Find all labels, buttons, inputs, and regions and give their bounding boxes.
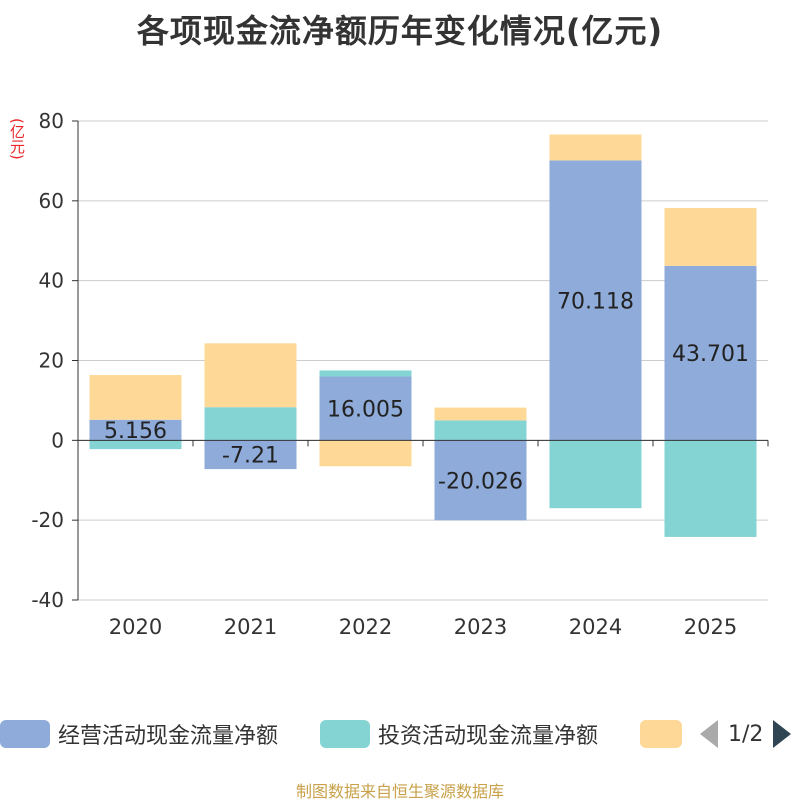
bar-2025-series-0: [664, 265, 757, 441]
y-tick-label: 80: [39, 109, 64, 133]
bar-2024-series-2: [549, 134, 642, 161]
y-tick-label: 40: [39, 269, 64, 293]
bar-2024-series-0: [549, 160, 642, 441]
bar-2025-series-1: [664, 440, 757, 537]
data-label-2022: 16.005: [327, 397, 404, 422]
bar-2021-series-2: [204, 343, 297, 408]
bar-2025-series-2: [664, 208, 757, 266]
data-label-2020: 5.156: [104, 419, 167, 444]
data-label-2021: -7.21: [222, 444, 279, 469]
y-tick-label: 60: [39, 189, 64, 213]
bar-2021-series-1: [204, 407, 297, 441]
bar-2022-series-1: [319, 370, 412, 377]
y-tick-label: -40: [31, 588, 64, 612]
x-tick-label: 2020: [109, 615, 162, 639]
y-tick-label: 0: [51, 428, 64, 452]
legend-label-investing: 投资活动现金流量净额: [378, 724, 599, 749]
bar-2024-series-1: [549, 440, 642, 509]
y-tick-label: 20: [39, 349, 64, 373]
x-tick-label: 2021: [224, 615, 277, 639]
legend-item-financing[interactable]: [640, 716, 690, 752]
bar-2022-series-0: [319, 376, 412, 441]
bar-2022-series-2: [319, 440, 412, 467]
legend-pager: 1/2: [700, 716, 792, 752]
bar-2021-series-0: [204, 440, 297, 470]
x-tick-label: 2023: [454, 615, 507, 639]
data-label-2023: -20.026: [438, 469, 523, 494]
bar-2023-series-1: [434, 420, 527, 441]
legend-label-operating: 经营活动现金流量净额: [58, 724, 279, 749]
legend-swatch-operating: [0, 720, 50, 748]
x-tick-label: 2022: [339, 615, 392, 639]
data-label-2024: 70.118: [557, 289, 634, 314]
legend-page-indicator: 1/2: [728, 721, 764, 747]
legend: 经营活动现金流量净额 投资活动现金流量净额: [0, 716, 800, 756]
x-tick-label: 2025: [684, 615, 737, 639]
legend-swatch-financing: [640, 720, 682, 748]
data-label-2025: 43.701: [672, 342, 749, 367]
bar-2020-series-0: [89, 419, 182, 441]
legend-prev-page-icon[interactable]: [700, 720, 718, 748]
bar-2023-series-0: [434, 440, 527, 521]
bar-2020-series-2: [89, 375, 182, 420]
y-tick-label: -20: [31, 508, 64, 532]
bar-2020-series-1: [89, 440, 182, 450]
legend-item-operating[interactable]: 经营活动现金流量净额: [0, 716, 278, 752]
legend-swatch-investing: [320, 720, 370, 748]
x-tick-label: 2024: [569, 615, 622, 639]
legend-next-page-icon[interactable]: [773, 720, 792, 748]
data-source-note: 制图数据来自恒生聚源数据库: [295, 782, 504, 801]
chart-title: 各项现金流净额历年变化情况(亿元): [136, 12, 664, 50]
legend-item-investing[interactable]: 投资活动现金流量净额: [320, 716, 598, 752]
y-axis-unit-label: (亿元): [8, 118, 26, 160]
chart-canvas: 80 60 40 20 0 -20 -40 5.156 -7.21 16.005 -20.026 70…: [31, 109, 769, 639]
bar-2023-series-2: [434, 407, 527, 421]
